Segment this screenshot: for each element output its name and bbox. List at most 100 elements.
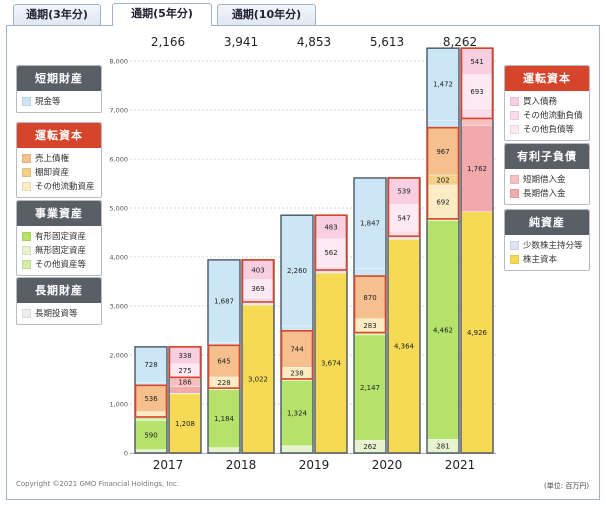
- liability-bar-segment: [461, 118, 493, 125]
- data-label: 275: [178, 367, 191, 375]
- data-label: 238: [290, 370, 303, 378]
- legend-item: 長期投資等: [17, 306, 101, 320]
- legend-title: 短期財産: [17, 66, 101, 91]
- tab-5-years[interactable]: 通期(5年分): [112, 3, 212, 26]
- data-label: 692: [436, 198, 449, 206]
- legend-short-term-assets: 短期財産 現金等: [16, 65, 102, 113]
- total-label: 2,166: [151, 35, 185, 49]
- asset-bar-segment: [354, 268, 386, 276]
- legend-swatch: [510, 125, 519, 134]
- legend-item: 長期借入金: [505, 186, 589, 200]
- x-tick-label: 2017: [153, 458, 184, 472]
- data-label: 369: [251, 285, 264, 293]
- data-label: 3,022: [248, 375, 268, 383]
- legend-item: 無形固定資産: [17, 243, 101, 257]
- data-label: 693: [470, 88, 483, 96]
- legend-items: 現金等: [17, 91, 101, 112]
- legend-swatch: [510, 111, 519, 120]
- total-label: 8,262: [443, 35, 477, 49]
- total-label: 5,613: [370, 35, 404, 49]
- data-label: 228: [217, 379, 230, 387]
- legend-title: 長期財産: [17, 278, 101, 303]
- legend-item: 買入債務: [505, 94, 589, 108]
- legend-swatch: [22, 97, 31, 106]
- data-label: 283: [363, 322, 376, 330]
- data-label: 1,324: [287, 410, 308, 418]
- legend-swatch: [22, 246, 31, 255]
- legend-item: その他流動負債: [505, 108, 589, 122]
- y-tick-label: 7,000: [109, 107, 128, 115]
- legend-items: 買入債務 その他流動負債 その他負債等: [505, 91, 589, 140]
- legend-item: 有形固定資産: [17, 229, 101, 243]
- total-label: 3,941: [224, 35, 258, 49]
- liability-bar-segment: [461, 109, 493, 119]
- legend-label: 有形固定資産: [35, 230, 86, 242]
- legend-swatch: [22, 232, 31, 241]
- data-label: 202: [436, 177, 449, 185]
- x-tick-label: 2020: [372, 458, 403, 472]
- data-label: 262: [363, 443, 376, 451]
- legend-items: 短期借入金 長期借入金: [505, 169, 589, 204]
- legend-swatch: [510, 189, 519, 198]
- y-tick-label: 2,000: [109, 352, 128, 360]
- legend-swatch: [510, 97, 519, 106]
- data-label: 281: [436, 443, 449, 451]
- data-label: 541: [470, 58, 483, 66]
- data-label: 1,687: [214, 298, 234, 306]
- legend-item: 株主資本: [505, 252, 589, 266]
- legend-label: 買入債務: [523, 95, 557, 107]
- x-tick-label: 2021: [445, 458, 476, 472]
- legend-item: 売上債権: [17, 151, 101, 165]
- legend-title: 事業資産: [17, 201, 101, 226]
- asset-bar-segment: [135, 412, 167, 417]
- data-label: 728: [144, 361, 157, 369]
- data-label: 4,462: [433, 326, 453, 334]
- legend-label: 株主資本: [523, 253, 557, 265]
- legend-label: 売上債権: [35, 152, 69, 164]
- data-label: 4,926: [467, 329, 488, 337]
- legend-item: その他負債等: [505, 122, 589, 136]
- legend-item: 短期借入金: [505, 172, 589, 186]
- legend-items: 少数株主持分等 株主資本: [505, 235, 589, 270]
- legend-item: 現金等: [17, 94, 101, 108]
- legend-items: 売上債権 棚卸資産 その他流動資産: [17, 148, 101, 197]
- legend-label: 長期借入金: [523, 187, 566, 199]
- legend-items: 有形固定資産 無形固定資産 その他資産等: [17, 226, 101, 275]
- legend-label: その他負債等: [523, 123, 574, 135]
- y-tick-label: 3,000: [109, 303, 128, 311]
- legend-label: その他流動負債: [523, 109, 583, 121]
- data-label: 967: [436, 148, 449, 156]
- data-label: 4,364: [394, 343, 415, 351]
- legend-label: その他流動資産: [35, 180, 95, 192]
- data-label: 870: [363, 294, 376, 302]
- data-label: 539: [397, 188, 410, 196]
- x-tick-label: 2018: [226, 458, 257, 472]
- y-tick-label: 5,000: [109, 205, 128, 213]
- x-tick-label: 2019: [299, 458, 330, 472]
- data-label: 1,472: [433, 81, 453, 89]
- data-label: 590: [144, 432, 157, 440]
- legend-net-assets: 純資産 少数株主持分等 株主資本: [504, 209, 590, 271]
- legend-interest-bearing-debt: 有利子負債 短期借入金 長期借入金: [504, 143, 590, 205]
- legend-label: 長期投資等: [35, 307, 78, 319]
- asset-bar-segment: [208, 448, 240, 453]
- data-label: 645: [217, 358, 230, 366]
- data-label: 186: [178, 378, 192, 386]
- data-label: 547: [397, 214, 410, 222]
- legend-working-capital-liabilities: 運転資本 買入債務 その他流動負債 その他負債等: [504, 65, 590, 141]
- copyright-text: Copyright ©2021 GMO Financial Holdings, …: [16, 480, 179, 488]
- legend-items: 長期投資等: [17, 303, 101, 324]
- legend-business-assets: 事業資産 有形固定資産 無形固定資産 その他資産等: [16, 200, 102, 276]
- legend-item: 少数株主持分等: [505, 238, 589, 252]
- asset-bar-segment: [281, 446, 313, 453]
- legend-title: 運転資本: [17, 123, 101, 148]
- legend-title: 有利子負債: [505, 144, 589, 169]
- legend-long-term-assets: 長期財産 長期投資等: [16, 277, 102, 325]
- legend-label: 少数株主持分等: [523, 239, 583, 251]
- legend-item: その他資産等: [17, 257, 101, 271]
- unit-label: (単位: 百万円): [544, 481, 589, 491]
- legend-swatch: [22, 168, 31, 177]
- legend-label: 棚卸資産: [35, 166, 69, 178]
- legend-title: 純資産: [505, 210, 589, 235]
- data-label: 1,208: [175, 420, 195, 428]
